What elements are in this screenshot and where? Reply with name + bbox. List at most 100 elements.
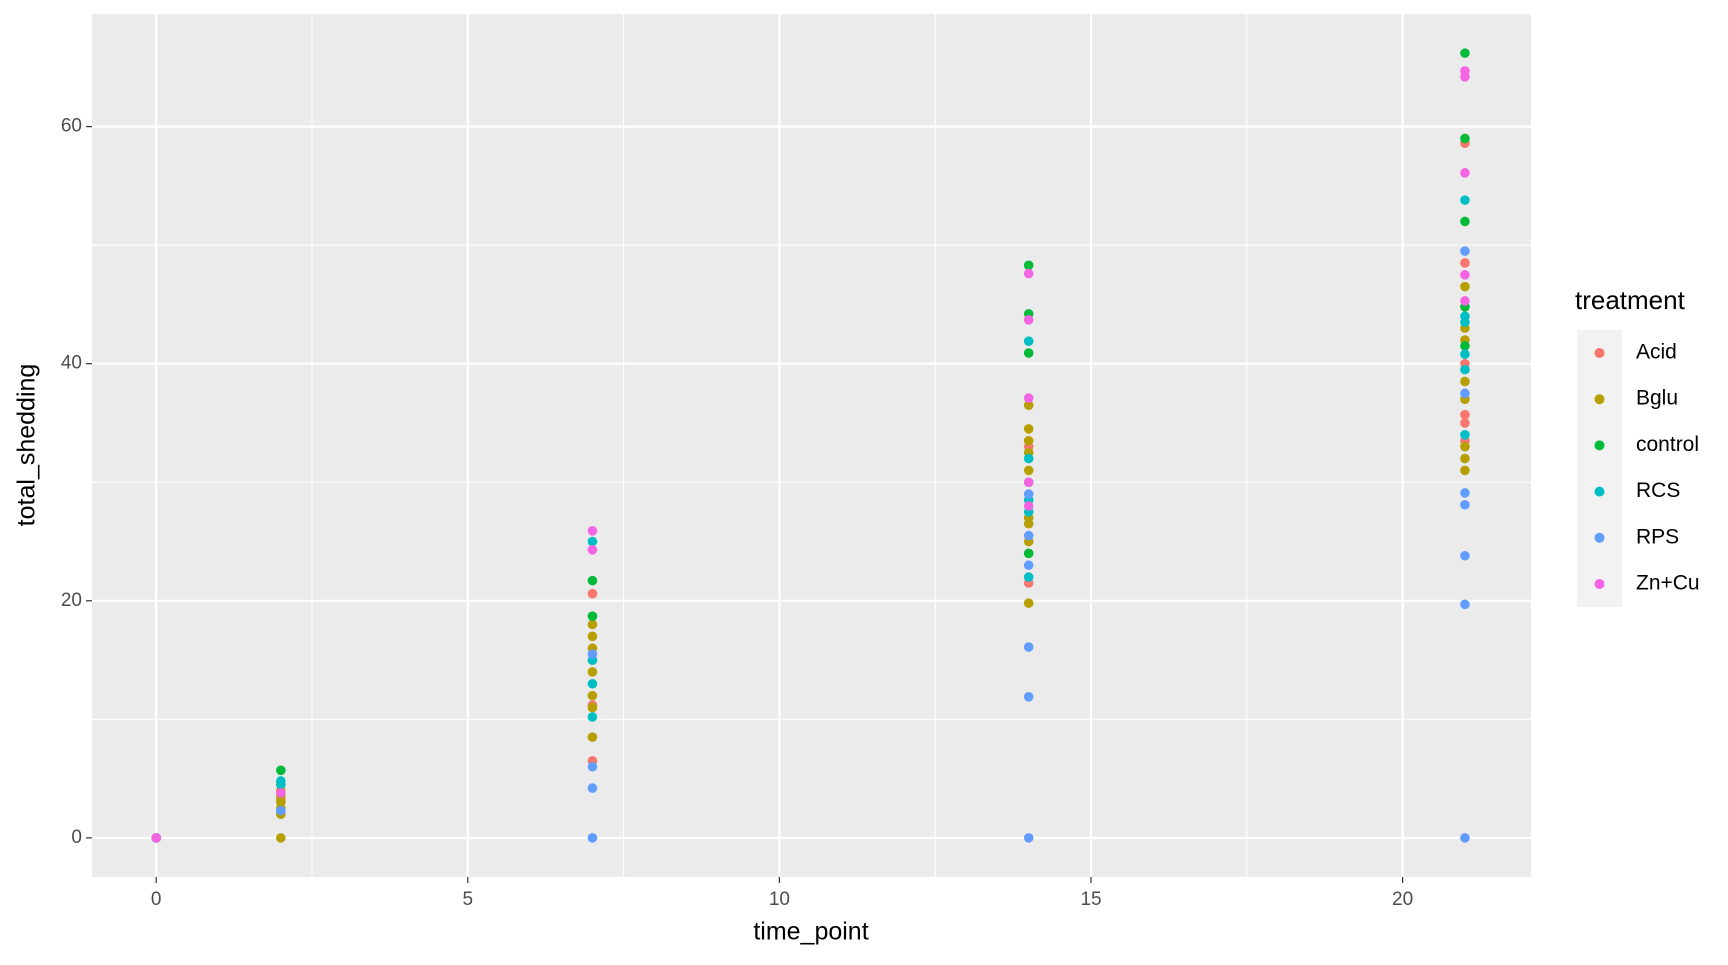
point xyxy=(587,526,598,536)
legend-key xyxy=(1594,579,1605,589)
x-axis-title: time_point xyxy=(753,918,868,946)
point xyxy=(1460,441,1470,452)
point xyxy=(1460,317,1470,328)
point xyxy=(276,779,286,790)
point xyxy=(1023,465,1034,476)
legend-label: control xyxy=(1636,433,1699,456)
point xyxy=(1460,349,1470,360)
point xyxy=(1460,388,1470,399)
point xyxy=(587,712,598,722)
grid xyxy=(92,14,1531,877)
point xyxy=(1023,489,1034,499)
point xyxy=(1023,348,1034,358)
point xyxy=(1460,133,1470,144)
point xyxy=(276,788,286,798)
y-tick-label: 40 xyxy=(61,353,82,374)
legend-key xyxy=(1594,440,1605,451)
point xyxy=(587,783,598,793)
point xyxy=(1460,269,1470,280)
point xyxy=(587,702,598,713)
point xyxy=(587,631,598,642)
point xyxy=(1460,465,1470,476)
point xyxy=(1023,501,1034,511)
legend-key-background xyxy=(1577,330,1622,607)
point xyxy=(1460,409,1470,420)
point xyxy=(1460,296,1470,306)
legend-label: Acid xyxy=(1636,341,1677,364)
point xyxy=(1023,833,1034,843)
legend: Acid Bglu control RCS RPS Zn+Cu xyxy=(1594,341,1700,595)
point xyxy=(587,619,598,630)
x-tick-label: 5 xyxy=(463,889,474,910)
point xyxy=(587,678,598,689)
point xyxy=(1023,336,1034,346)
point xyxy=(1460,550,1470,561)
legend-label: Zn+Cu xyxy=(1636,572,1700,595)
point xyxy=(1023,453,1034,464)
point xyxy=(1023,692,1034,702)
point xyxy=(1023,530,1034,541)
point xyxy=(1460,246,1470,256)
point xyxy=(587,575,598,586)
panel xyxy=(92,14,1531,877)
point xyxy=(276,765,286,776)
point xyxy=(1023,400,1034,410)
point xyxy=(1460,195,1470,205)
point xyxy=(1460,488,1470,498)
point xyxy=(1460,833,1470,843)
point xyxy=(587,545,598,555)
x-tick-label: 10 xyxy=(769,889,790,910)
x-tick-label: 20 xyxy=(1392,889,1413,910)
x-tick-label: 15 xyxy=(1080,889,1101,910)
point xyxy=(1460,258,1470,268)
point xyxy=(587,667,598,677)
point xyxy=(1460,341,1470,351)
point xyxy=(1460,430,1470,440)
point xyxy=(276,805,286,816)
legend-label: RCS xyxy=(1636,479,1680,502)
y-axis-title: total_shedding xyxy=(13,364,41,527)
point xyxy=(1460,281,1470,292)
point xyxy=(1460,48,1470,58)
point xyxy=(1023,435,1034,446)
point xyxy=(587,536,598,547)
point xyxy=(1460,364,1470,375)
point xyxy=(587,732,598,742)
legend-key xyxy=(1594,348,1605,358)
legend-key xyxy=(1594,394,1605,405)
y-tick-label: 20 xyxy=(61,590,82,611)
y-tick-label: 60 xyxy=(61,116,82,137)
point xyxy=(1460,72,1470,82)
point xyxy=(1023,477,1034,488)
point xyxy=(1023,548,1034,559)
point xyxy=(1460,599,1470,610)
point xyxy=(587,588,598,599)
point xyxy=(1023,424,1034,434)
point xyxy=(1023,642,1034,652)
point xyxy=(1023,268,1034,279)
x-tick-label: 0 xyxy=(151,889,162,910)
y-tick-label: 0 xyxy=(71,827,82,848)
point xyxy=(1023,560,1034,571)
point xyxy=(587,690,598,701)
point xyxy=(151,833,161,843)
points xyxy=(151,48,1470,843)
legend-label: RPS xyxy=(1636,525,1679,548)
point xyxy=(1460,499,1470,510)
point xyxy=(1023,393,1034,403)
point xyxy=(587,761,598,772)
point xyxy=(1460,216,1470,227)
point xyxy=(276,833,286,843)
point xyxy=(1460,168,1470,178)
point xyxy=(1023,572,1034,582)
point xyxy=(1460,453,1470,464)
point xyxy=(1023,260,1034,271)
point xyxy=(1023,598,1034,608)
legend-key xyxy=(1594,486,1605,497)
legend-title: treatment xyxy=(1575,285,1686,315)
legend-label: Bglu xyxy=(1636,387,1678,410)
point xyxy=(587,649,598,659)
legend-key xyxy=(1594,532,1605,543)
point xyxy=(1460,376,1470,387)
